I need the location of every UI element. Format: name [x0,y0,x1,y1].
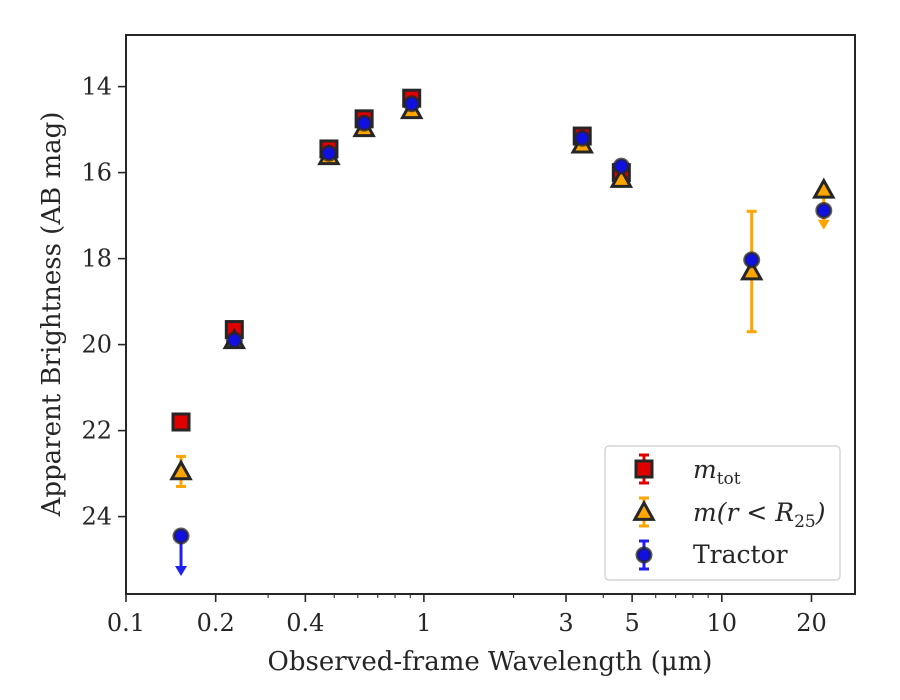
data-point [172,527,190,545]
data-point [355,114,373,132]
y-tick-label: 20 [81,331,112,359]
legend-label-m-r25: m(r < R25) [693,498,825,532]
y-tick-label: 18 [81,245,112,273]
data-point [612,157,630,175]
y-tick-label: 16 [81,159,112,187]
upper-limit-arrowhead [817,219,830,230]
data-layer [169,88,836,576]
data-point [815,201,833,219]
data-point [609,166,634,188]
data-point [169,459,193,481]
x-tick-label: 10 [707,609,738,637]
series-2 [172,95,833,576]
legend-markers [632,453,656,571]
data-point [225,331,243,349]
x-axis-label: Observed-frame Wavelength (μm) [268,647,713,677]
y-tick-label: 22 [81,417,112,445]
legend-marker [634,459,654,479]
data-point [743,251,761,269]
series-1 [169,97,836,488]
x-tick-label: 0.1 [107,609,145,637]
legend-box [604,445,841,581]
tick-layer: 0.1 0.2 0.4 1 3 5 10 20 14 16 18 20 22 24 [81,73,826,637]
data-point [171,412,191,432]
x-tick-label: 0.4 [286,609,324,637]
legend-marker [632,499,656,521]
x-tick-label: 0.2 [197,609,235,637]
legend-marker [635,546,653,564]
data-point [739,259,764,281]
y-tick-label: 24 [81,503,112,531]
data-point [812,177,836,199]
data-point [573,129,591,147]
y-tick-label: 14 [81,73,112,101]
legend-label-tractor: Tractor [693,540,788,569]
upper-limit-arrowhead [175,565,188,576]
series-0 [171,88,631,432]
legend-label-mtot: mtot [693,455,741,489]
data-point [403,95,421,113]
x-tick-label: 5 [624,609,639,637]
x-tick-label: 3 [558,609,573,637]
y-axis-label: Apparent Brightness (AB mag) [37,112,67,518]
data-point [320,144,338,162]
plot-frame [125,34,856,595]
x-tick-label: 1 [416,609,431,637]
x-tick-label: 20 [796,609,827,637]
legend: mtot m(r < R25) Tractor [604,445,841,581]
